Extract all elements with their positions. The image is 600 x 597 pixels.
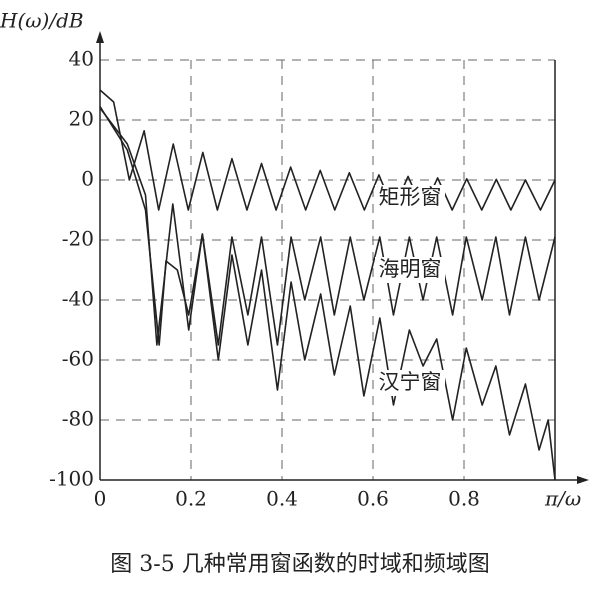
series-label: 汉宁窗 xyxy=(379,370,442,394)
series-label: 海明窗 xyxy=(379,257,442,281)
y-tick-label: -40 xyxy=(62,287,94,311)
series-label-bg xyxy=(375,257,445,283)
y-axis-label: H(ω)/dB xyxy=(0,9,84,33)
series-label: 矩形窗 xyxy=(379,185,442,209)
series-line xyxy=(99,106,556,346)
x-axis-arrow xyxy=(577,476,589,484)
y-axis-arrow xyxy=(96,31,104,43)
y-tick-label: -80 xyxy=(62,407,94,431)
x-tick-label: 0.6 xyxy=(357,487,389,511)
series-label-bg xyxy=(375,370,445,396)
series-label-bg xyxy=(375,185,445,211)
x-tick-label: 0.4 xyxy=(266,487,298,511)
y-tick-label: -60 xyxy=(62,347,94,371)
y-tick-label: -20 xyxy=(62,227,94,251)
series-line xyxy=(99,89,556,211)
x-tick-label: 0.2 xyxy=(175,487,207,511)
x-axis-label: π/ω xyxy=(544,487,581,511)
series-line xyxy=(99,107,556,481)
x-tick-label: 0.8 xyxy=(448,487,480,511)
caption: 图 3-5 几种常用窗函数的时域和频域图 xyxy=(110,552,489,577)
y-tick-label: -100 xyxy=(49,467,94,491)
x-tick-label: 0 xyxy=(94,487,107,511)
y-tick-label: 0 xyxy=(81,167,94,191)
y-tick-label: 20 xyxy=(69,107,94,131)
y-tick-label: 40 xyxy=(69,47,94,71)
